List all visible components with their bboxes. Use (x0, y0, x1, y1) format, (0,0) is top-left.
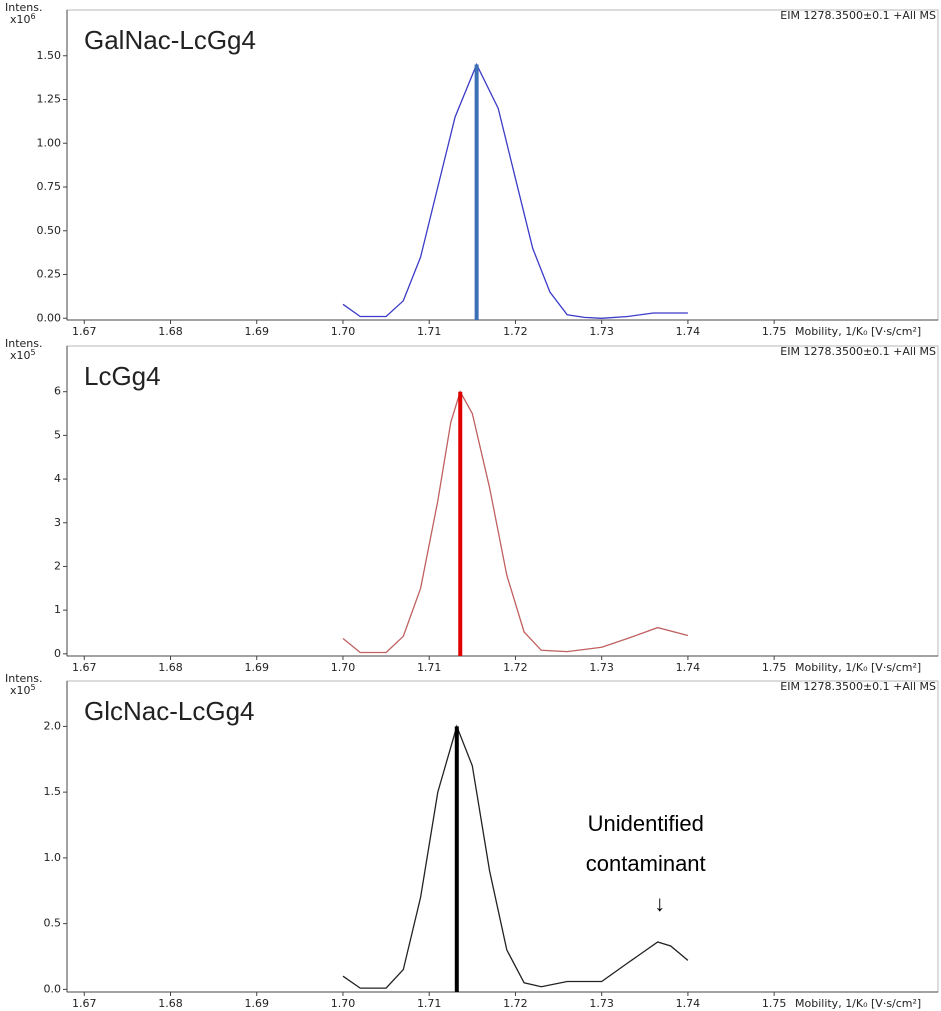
y-tick-label: 0 (54, 647, 61, 660)
x-tick-label: 1.74 (676, 661, 701, 674)
y-tick-label: 1.0 (44, 851, 62, 864)
y-tick-label: 0.50 (37, 224, 62, 237)
x-tick-label: 1.75 (762, 661, 787, 674)
y-tick-label: 1.50 (37, 49, 62, 62)
annotation: contaminant (586, 851, 706, 876)
x-tick-label: 1.70 (331, 661, 356, 674)
annotation-arrow: ↓ (654, 891, 665, 916)
annotation: Unidentified (588, 811, 704, 836)
x-tick-label: 1.67 (72, 325, 97, 338)
x-tick-label: 1.74 (676, 325, 701, 338)
x-tick-label: 1.69 (244, 997, 269, 1010)
plot-frame (66, 345, 939, 657)
y-multiplier: x106 (10, 12, 36, 27)
x-tick-label: 1.67 (72, 661, 97, 674)
x-tick-label: 1.75 (762, 325, 787, 338)
y-tick-label: 0.5 (44, 917, 62, 930)
y-tick-label: 1.25 (37, 93, 62, 106)
corner-text: EIM 1278.3500±0.1 +All MS (780, 345, 936, 358)
x-tick-label: 1.74 (676, 997, 701, 1010)
x-tick-label: 1.69 (244, 661, 269, 674)
y-axis-label: Intens. (5, 672, 43, 685)
x-tick-label: 1.71 (417, 997, 442, 1010)
panel-title: GalNac-LcGg4 (84, 25, 256, 55)
y-multiplier-exponent: 5 (31, 683, 36, 692)
y-tick-label: 1.5 (44, 785, 62, 798)
corner-text: EIM 1278.3500±0.1 +All MS (780, 680, 936, 693)
x-tick-label: 1.72 (503, 661, 528, 674)
y-tick-label: 0.0 (44, 982, 62, 995)
y-multiplier-base: x10 (10, 349, 31, 362)
panel-title: GlcNac-LcGg4 (84, 696, 255, 726)
x-tick-label: 1.73 (589, 997, 614, 1010)
y-tick-label: 3 (54, 516, 61, 529)
y-tick-label: 4 (54, 472, 61, 485)
plot-frame (66, 9, 939, 321)
x-tick-label: 1.71 (417, 661, 442, 674)
x-tick-label: 1.68 (158, 997, 183, 1010)
y-tick-label: 2 (54, 559, 61, 572)
panel-title: LcGg4 (84, 361, 161, 391)
x-axis-label: Mobility, 1/K₀ [V·s/cm²] (795, 661, 921, 674)
y-multiplier: x105 (10, 683, 36, 698)
y-tick-label: 6 (54, 385, 61, 398)
y-axis-label: Intens. (5, 337, 43, 350)
corner-text: EIM 1278.3500±0.1 +All MS (780, 9, 936, 22)
x-tick-label: 1.72 (503, 997, 528, 1010)
x-tick-label: 1.68 (158, 325, 183, 338)
y-tick-label: 2.0 (44, 719, 62, 732)
x-tick-label: 1.67 (72, 997, 97, 1010)
y-axis-label: Intens. (5, 1, 43, 14)
x-tick-label: 1.73 (589, 325, 614, 338)
data-line (342, 390, 689, 654)
y-multiplier: x105 (10, 348, 36, 363)
y-tick-label: 0.25 (37, 268, 62, 281)
x-tick-label: 1.68 (158, 661, 183, 674)
y-tick-label: 1 (54, 603, 61, 616)
x-tick-label: 1.71 (417, 325, 442, 338)
x-tick-label: 1.70 (331, 325, 356, 338)
x-tick-label: 1.70 (331, 997, 356, 1010)
data-line (342, 724, 689, 989)
y-tick-label: 1.00 (37, 136, 62, 149)
x-tick-label: 1.73 (589, 661, 614, 674)
y-tick-label: 5 (54, 428, 61, 441)
y-tick-label: 0.75 (37, 180, 62, 193)
x-tick-label: 1.69 (244, 325, 269, 338)
y-multiplier-exponent: 6 (31, 12, 36, 21)
x-tick-label: 1.75 (762, 997, 787, 1010)
y-multiplier-exponent: 5 (31, 348, 36, 357)
data-line (342, 62, 688, 319)
x-tick-label: 1.72 (503, 325, 528, 338)
x-axis-label: Mobility, 1/K₀ [V·s/cm²] (795, 325, 921, 338)
plot-frame (66, 680, 939, 993)
y-tick-label: 0.00 (37, 311, 62, 324)
y-multiplier-base: x10 (10, 13, 31, 26)
y-multiplier-base: x10 (10, 684, 31, 697)
x-axis-label: Mobility, 1/K₀ [V·s/cm²] (795, 997, 921, 1010)
